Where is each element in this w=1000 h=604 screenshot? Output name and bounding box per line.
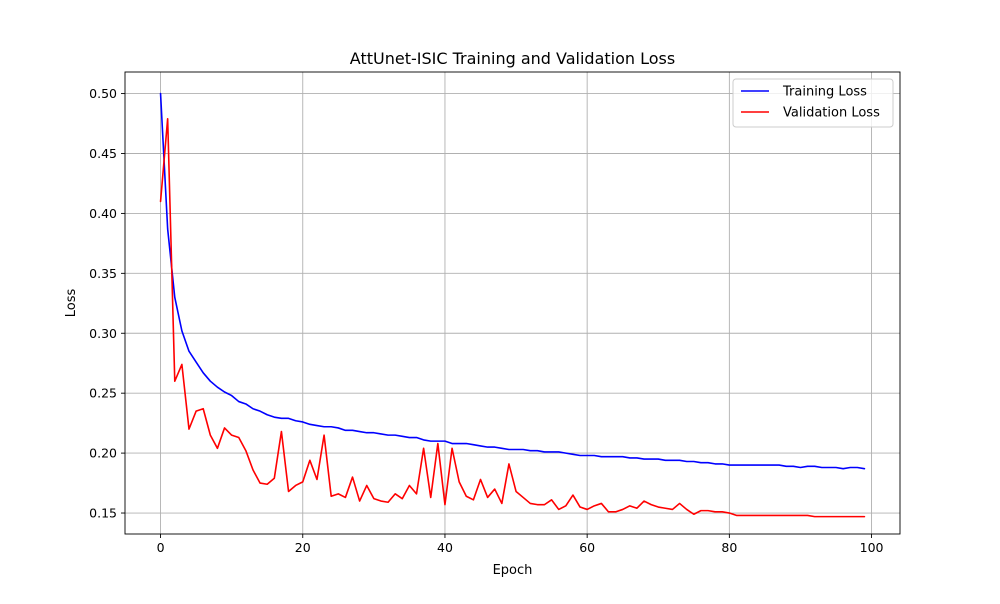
legend: Training Loss Validation Loss bbox=[732, 78, 894, 128]
x-axis-label: Epoch bbox=[493, 563, 533, 578]
y-tick-label: 0.15 bbox=[89, 506, 117, 521]
x-tick-label: 60 bbox=[579, 540, 595, 555]
legend-label-training: Training Loss bbox=[782, 85, 867, 100]
y-tick-label: 0.50 bbox=[89, 86, 117, 101]
y-axis-ticks: 0.15 0.20 0.25 0.30 0.35 0.40 0.45 0.50 bbox=[89, 86, 125, 521]
series-lines bbox=[159, 92, 866, 518]
y-tick-label: 0.25 bbox=[89, 386, 117, 401]
x-axis-ticks: 0 20 40 60 80 100 bbox=[157, 534, 884, 555]
x-tick-label: 80 bbox=[721, 540, 737, 555]
y-tick-label: 0.30 bbox=[89, 326, 117, 341]
legend-box bbox=[732, 78, 894, 128]
training-loss-line bbox=[159, 92, 866, 470]
y-axis-label: Loss bbox=[64, 289, 79, 318]
plot-frame bbox=[124, 71, 901, 535]
chart-title: AttUnet-ISIC Training and Validation Los… bbox=[350, 49, 675, 68]
y-tick-label: 0.35 bbox=[89, 266, 117, 281]
x-tick-label: 20 bbox=[295, 540, 311, 555]
validation-loss-line bbox=[159, 117, 866, 518]
x-tick-label: 40 bbox=[437, 540, 453, 555]
x-tick-label: 0 bbox=[157, 540, 165, 555]
y-tick-label: 0.20 bbox=[89, 446, 117, 461]
legend-label-validation: Validation Loss bbox=[783, 106, 880, 121]
y-tick-label: 0.45 bbox=[89, 146, 117, 161]
y-tick-label: 0.40 bbox=[89, 206, 117, 221]
x-tick-label: 100 bbox=[860, 540, 884, 555]
grid-lines bbox=[125, 72, 900, 534]
